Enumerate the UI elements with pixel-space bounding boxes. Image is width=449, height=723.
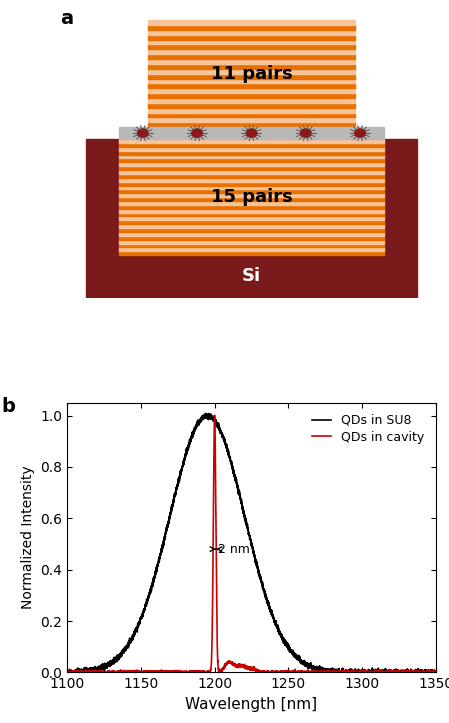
Bar <box>148 103 355 108</box>
Bar <box>148 59 355 64</box>
Bar <box>148 35 355 40</box>
Bar <box>119 240 384 244</box>
Bar <box>119 174 384 178</box>
Text: 2 nm: 2 nm <box>218 542 250 555</box>
Bar <box>119 213 384 216</box>
Bar <box>148 40 355 44</box>
Bar <box>148 93 355 98</box>
QDs in SU8 <box>203 409 208 418</box>
QDs in SU8 <box>206 411 211 419</box>
Bar <box>148 79 355 83</box>
Bar <box>148 30 355 35</box>
Bar <box>148 49 355 54</box>
Bar <box>148 64 355 69</box>
Bar <box>148 113 355 117</box>
Bar <box>86 255 417 298</box>
Bar <box>148 20 355 25</box>
Text: Si: Si <box>242 268 261 286</box>
QDs in cavity <box>132 667 137 676</box>
Bar <box>119 150 384 155</box>
Bar <box>148 44 355 49</box>
Line: QDs in cavity: QDs in cavity <box>67 415 436 672</box>
Circle shape <box>192 129 202 137</box>
Bar <box>119 209 384 213</box>
Circle shape <box>246 129 257 137</box>
Bar <box>119 178 384 181</box>
Text: 11 pairs: 11 pairs <box>211 64 292 82</box>
Bar <box>148 117 355 122</box>
Bar <box>148 108 355 113</box>
Bar <box>119 186 384 189</box>
QDs in SU8 <box>304 659 310 668</box>
Bar <box>119 193 384 197</box>
Bar <box>119 143 384 147</box>
Bar <box>148 54 355 59</box>
Bar <box>119 236 384 240</box>
Text: 15 pairs: 15 pairs <box>211 188 292 206</box>
Bar <box>119 247 384 252</box>
Bar <box>148 83 355 88</box>
QDs in cavity <box>212 411 217 419</box>
Bar <box>119 166 384 170</box>
Bar <box>119 224 384 228</box>
Bar <box>119 170 384 174</box>
QDs in cavity <box>367 667 373 676</box>
QDs in cavity <box>339 668 345 677</box>
Bar <box>119 244 384 247</box>
Bar <box>148 98 355 103</box>
Bar <box>119 228 384 232</box>
Bar <box>148 25 355 30</box>
Bar <box>119 158 384 162</box>
Bar <box>148 88 355 93</box>
Bar <box>119 232 384 236</box>
Text: b: b <box>1 398 15 416</box>
Y-axis label: Normalized Intensity: Normalized Intensity <box>21 466 35 609</box>
Bar <box>148 122 355 127</box>
Bar <box>148 69 355 74</box>
Bar <box>119 147 384 150</box>
QDs in SU8 <box>65 668 70 677</box>
QDs in cavity <box>304 668 309 677</box>
QDs in SU8 <box>339 664 345 672</box>
QDs in cavity <box>65 668 70 677</box>
Bar <box>119 205 384 209</box>
Bar <box>119 189 384 193</box>
Bar <box>119 252 384 255</box>
Bar <box>119 162 384 166</box>
Bar <box>119 181 384 186</box>
QDs in SU8 <box>132 630 137 639</box>
Bar <box>119 216 384 221</box>
QDs in cavity <box>205 667 211 676</box>
Bar <box>119 197 384 201</box>
Bar <box>86 139 417 255</box>
QDs in SU8 <box>65 667 70 676</box>
Circle shape <box>137 129 148 137</box>
QDs in SU8 <box>433 668 438 677</box>
Circle shape <box>300 129 311 137</box>
QDs in cavity <box>433 668 438 677</box>
QDs in SU8 <box>368 668 373 677</box>
X-axis label: Wavelength [nm]: Wavelength [nm] <box>185 697 317 712</box>
QDs in SU8 <box>286 641 291 650</box>
Bar <box>119 155 384 158</box>
Bar <box>119 201 384 205</box>
Bar <box>119 139 384 143</box>
QDs in cavity <box>286 668 291 677</box>
Circle shape <box>355 129 365 137</box>
Bar <box>119 127 384 139</box>
Legend: QDs in SU8, QDs in cavity: QDs in SU8, QDs in cavity <box>307 409 429 449</box>
Bar <box>119 221 384 224</box>
Line: QDs in SU8: QDs in SU8 <box>67 414 436 672</box>
Text: a: a <box>60 9 73 27</box>
Bar <box>148 74 355 79</box>
